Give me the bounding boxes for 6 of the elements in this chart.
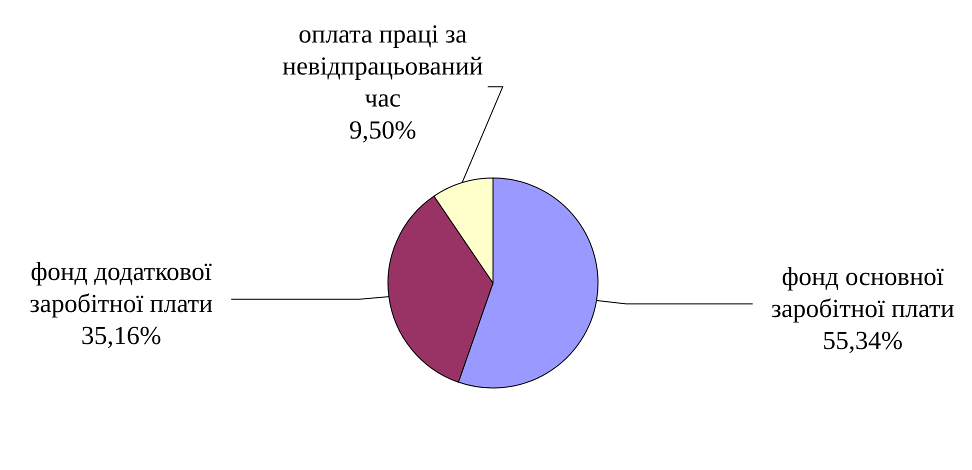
- data-label: 9,50%: [349, 115, 416, 144]
- data-label: 35,16%: [81, 320, 162, 350]
- slice-label: фонд основної заробітної плати: [771, 262, 954, 324]
- data-label: 55,34%: [822, 326, 903, 356]
- slice-label: фонд додаткової заробітної плати: [30, 256, 213, 318]
- slice-label: оплата праці за невідпрацьований час: [282, 19, 484, 112]
